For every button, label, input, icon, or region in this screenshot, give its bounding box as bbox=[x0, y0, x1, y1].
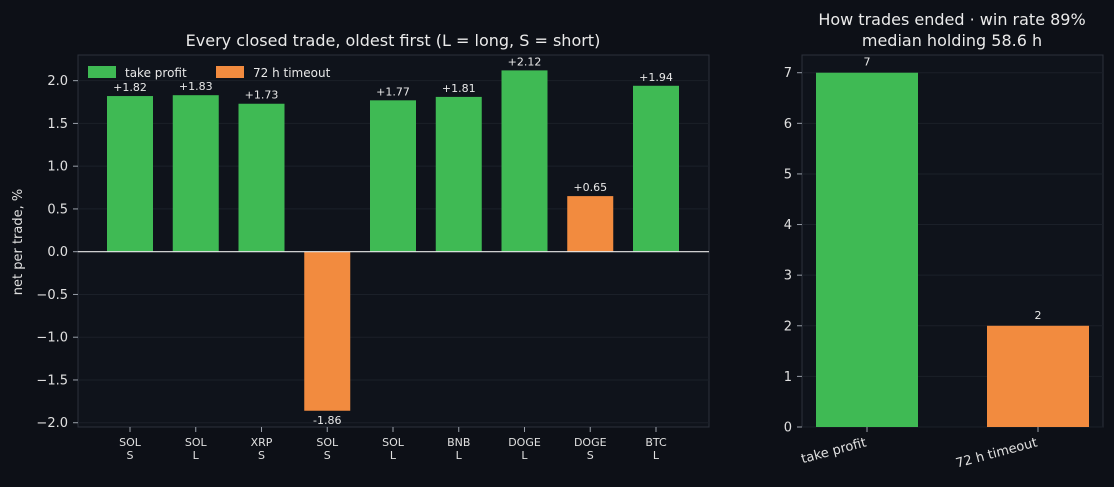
trades-data-labels: +1.82 +1.83 +1.73 -1.86 +1.77 +1.81 +2.12 +0.65… bbox=[113, 55, 673, 426]
x-tick-side: L bbox=[521, 449, 528, 462]
data-label: +1.83 bbox=[179, 80, 213, 93]
y-tick-label: 4 bbox=[784, 218, 792, 233]
data-label: +1.73 bbox=[245, 89, 279, 102]
bar-take-profit bbox=[816, 72, 918, 427]
x-tick-label: take profit bbox=[800, 435, 868, 467]
legend: take profit 72 h timeout bbox=[88, 66, 331, 80]
bar-trade-3-xrp-s bbox=[238, 103, 285, 252]
y-tick-label: −1.0 bbox=[36, 331, 68, 346]
bar-trade-6-bnb-l bbox=[435, 96, 482, 252]
x-tick-side: L bbox=[653, 449, 660, 462]
trades-y-axis-label: net per trade, % bbox=[11, 189, 26, 295]
x-tick-symbol: SOL bbox=[119, 436, 142, 449]
x-tick-label: 72 h timeout bbox=[954, 435, 1039, 471]
outcome-chart-subtitle: median holding 58.6 h bbox=[862, 31, 1042, 50]
data-label: -1.86 bbox=[313, 414, 341, 427]
x-tick-side: S bbox=[127, 449, 134, 462]
data-label: +1.77 bbox=[376, 85, 410, 98]
x-tick-symbol: SOL bbox=[382, 436, 405, 449]
x-tick-side: S bbox=[258, 449, 265, 462]
y-tick-label: 5 bbox=[784, 167, 792, 182]
x-tick-side: S bbox=[324, 449, 331, 462]
x-tick-symbol: BNB bbox=[447, 436, 470, 449]
legend-swatch-timeout bbox=[216, 66, 244, 78]
outcome-x-ticks: take profit 72 h timeout bbox=[800, 427, 1039, 472]
y-tick-label: 2.0 bbox=[47, 74, 68, 89]
outcome-y-ticks: 0 1 2 3 4 5 6 7 bbox=[784, 66, 802, 436]
x-tick-symbol: SOL bbox=[185, 436, 208, 449]
data-label: +2.12 bbox=[508, 55, 542, 68]
trades-chart-title: Every closed trade, oldest first (L = lo… bbox=[186, 31, 601, 50]
x-tick-symbol: SOL bbox=[316, 436, 339, 449]
y-tick-label: 1.0 bbox=[47, 160, 68, 175]
y-tick-label: −2.0 bbox=[36, 416, 68, 431]
y-tick-label: −0.5 bbox=[36, 288, 68, 303]
x-tick-symbol: DOGE bbox=[574, 436, 607, 449]
bar-trade-4-sol-s bbox=[304, 251, 351, 411]
bar-trade-5-sol-l bbox=[370, 100, 416, 252]
bar-trade-7-doge-l bbox=[501, 70, 548, 252]
y-tick-label: 1 bbox=[784, 370, 792, 385]
outcome-data-labels: 72 bbox=[864, 56, 1042, 322]
legend-label-timeout: 72 h timeout bbox=[253, 66, 331, 80]
x-tick-side: L bbox=[193, 449, 200, 462]
trades-chart: +1.82 +1.83 +1.73 -1.86 +1.77 +1.81 +2.12 +0.65… bbox=[11, 31, 710, 462]
y-tick-label: 0.5 bbox=[47, 202, 68, 217]
x-tick-side: L bbox=[390, 449, 397, 462]
y-tick-label: 3 bbox=[784, 269, 792, 284]
y-tick-label: 7 bbox=[784, 66, 792, 81]
data-label: 7 bbox=[864, 56, 871, 69]
bar-trade-8-doge-s bbox=[567, 196, 614, 252]
y-tick-label: 1.5 bbox=[47, 117, 68, 132]
x-tick-symbol: BTC bbox=[645, 436, 667, 449]
bar-trade-9-btc-l bbox=[633, 85, 679, 252]
bar-72-h-timeout bbox=[987, 325, 1089, 427]
data-label: +1.94 bbox=[639, 71, 673, 84]
legend-label-take-profit: take profit bbox=[125, 66, 187, 80]
bar-trade-1-sol-s bbox=[107, 96, 153, 252]
bar-trade-2-sol-l bbox=[172, 95, 219, 252]
data-label: 2 bbox=[1035, 309, 1042, 322]
x-tick-symbol: XRP bbox=[251, 436, 273, 449]
y-tick-label: 0 bbox=[784, 421, 792, 436]
y-tick-label: 0.0 bbox=[47, 245, 68, 260]
x-tick-side: S bbox=[587, 449, 594, 462]
y-tick-label: 2 bbox=[784, 319, 792, 334]
trades-y-ticks: −2.0 −1.5 −1.0 −0.5 0.0 0.5 1.0 1.5 2.0 bbox=[36, 74, 78, 431]
data-label: +1.82 bbox=[113, 81, 147, 94]
outcome-bars bbox=[816, 72, 1089, 427]
trades-bars bbox=[107, 70, 679, 411]
x-tick-symbol: DOGE bbox=[508, 436, 541, 449]
y-tick-label: 6 bbox=[784, 117, 792, 132]
y-tick-label: −1.5 bbox=[36, 373, 68, 388]
data-label: +1.81 bbox=[442, 82, 476, 95]
outcome-chart-title: How trades ended · win rate 89% bbox=[818, 10, 1085, 29]
data-label: +0.65 bbox=[573, 181, 607, 194]
x-tick-side: L bbox=[456, 449, 463, 462]
legend-swatch-take-profit bbox=[88, 66, 116, 78]
